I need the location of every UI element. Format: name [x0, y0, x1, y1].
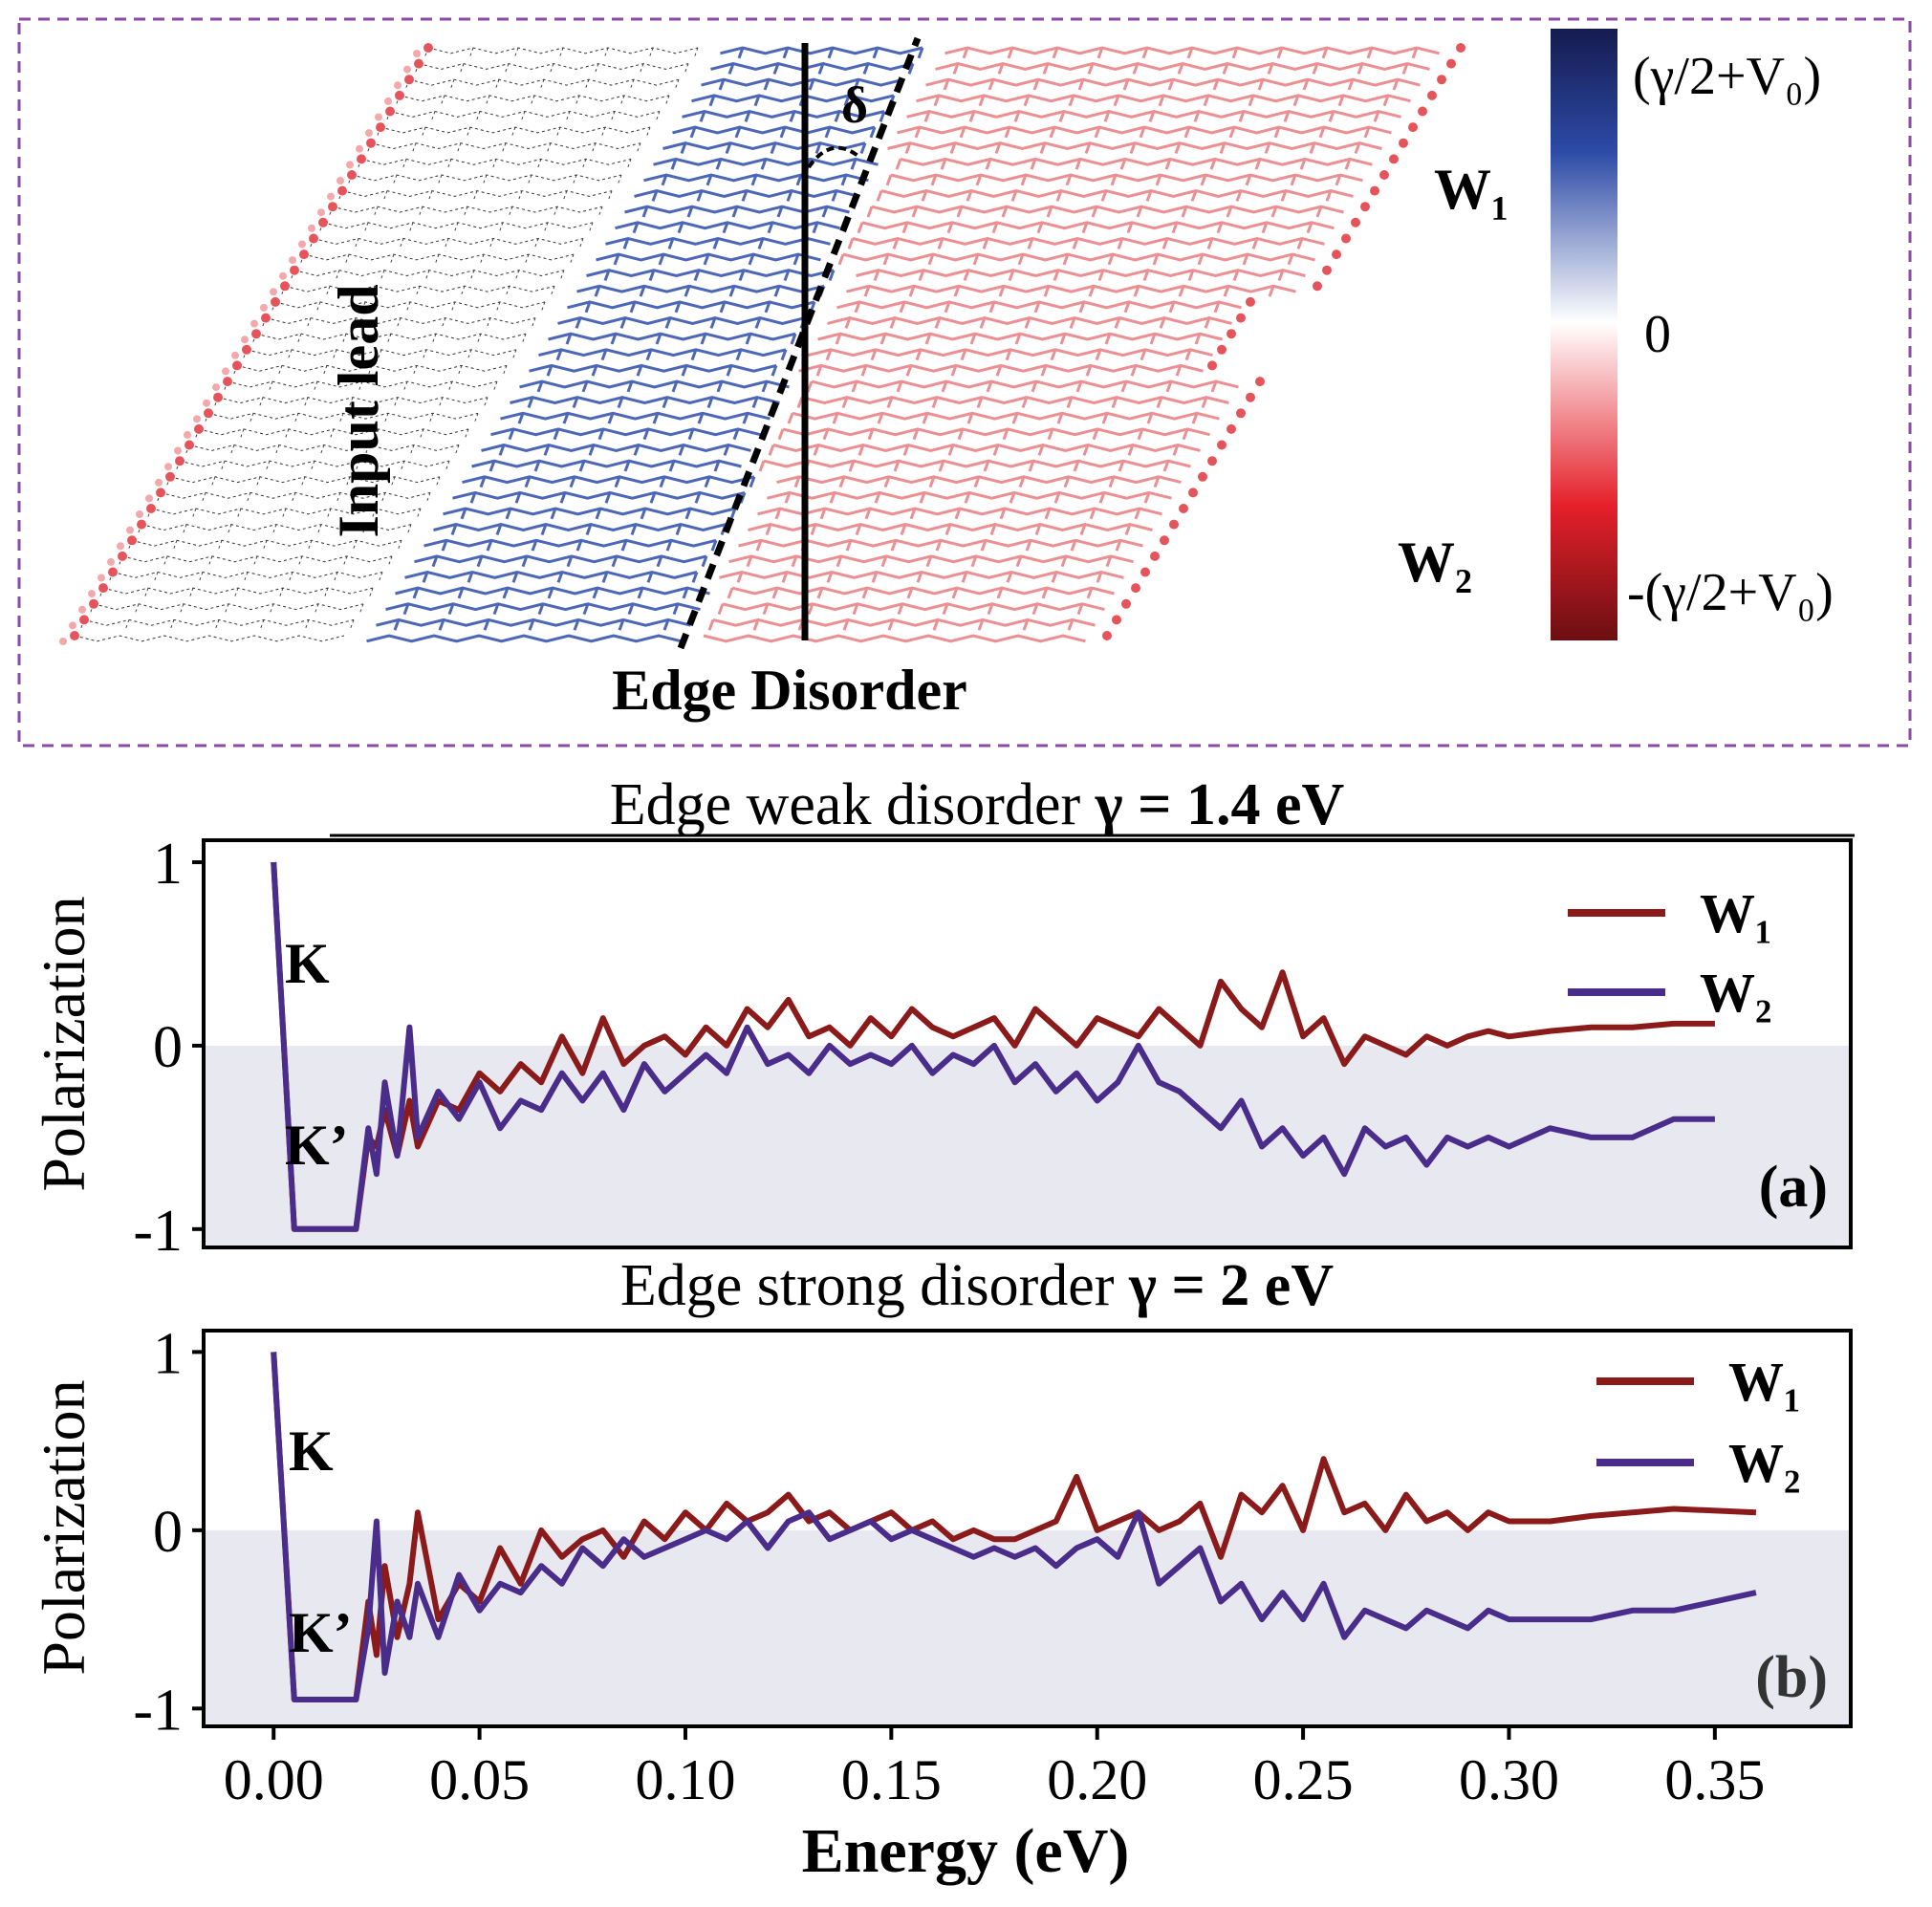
chart-b-strong-disorder: Edge strong disorder γ = 2 eV 10-1 0.00 0…: [30, 1253, 1853, 1886]
chart-a-title: Edge weak disorder γ = 1.4 eV: [610, 772, 1345, 837]
chart-b-panel-label: (b): [1755, 1645, 1828, 1710]
chart-b-title-bold: γ = 2 eV: [1128, 1253, 1334, 1318]
chart-b-legend-w1-label: W₁: [1728, 1351, 1800, 1413]
chart-b-title: Edge strong disorder γ = 2 eV: [620, 1253, 1334, 1318]
x-tick-label-5: 0.25: [1253, 1748, 1354, 1811]
chart-b-ytick-label-1: 0: [153, 1500, 183, 1565]
chart-a-valley-kprime: K’: [285, 1114, 349, 1177]
input-lead-label: Input lead: [327, 284, 390, 537]
colorbar-mid-label: 0: [1644, 305, 1671, 364]
x-tick-label-6: 0.30: [1459, 1748, 1559, 1811]
chart-b-ytick-label-0: 1: [153, 1321, 183, 1386]
chart-b-valley-k: K: [289, 1419, 334, 1483]
chart-a-y-axis: 1 0 -1: [133, 832, 204, 1264]
chart-b-ytick-label-2: -1: [133, 1678, 183, 1743]
chart-a-weak-disorder: Edge weak disorder γ = 1.4 eV 1 0 -1 Polar…: [30, 772, 1855, 1264]
x-tick-label-0: 0.00: [224, 1748, 324, 1811]
chart-a-series-w2: [271, 861, 1715, 1232]
chart-b-y-axis: 1 0 -1: [133, 1321, 204, 1743]
chart-a-panel-label: (a): [1759, 1155, 1828, 1220]
x-tick-label-2: 0.10: [635, 1748, 735, 1811]
x-tick-label-7: 0.35: [1664, 1748, 1765, 1811]
colorbar-top-label: (γ/2+V₀): [1633, 47, 1821, 106]
colorbar-bottom-label: -(γ/2+V₀): [1627, 563, 1834, 622]
chart-b-series-w2: [271, 1352, 1757, 1702]
w1-region-label: W₁: [1434, 158, 1509, 221]
chart-b-frame: [202, 1329, 1853, 1728]
chart-a-legend-w1-label: W₁: [1700, 882, 1771, 944]
angle-label: δ: [841, 76, 868, 134]
chart-a-ytick-label-2: -1: [133, 1199, 183, 1264]
w2-region-label: W₂: [1398, 531, 1472, 594]
chart-a-valley-k: K: [285, 932, 330, 995]
chart-a-ytick-label-0: 1: [153, 832, 183, 897]
schematic-border: [17, 17, 1912, 748]
chart-b-negative-shading: [204, 1529, 1851, 1726]
chart-a-negative-shading: [204, 1045, 1851, 1247]
chart-b-x-axis: 0.00 0.05 0.10 0.15 0.20 0.25 0.30 0.35: [224, 1726, 1765, 1811]
x-axis-label: Energy (eV): [802, 1816, 1130, 1886]
chart-b-legend-w2-label: W₂: [1728, 1432, 1800, 1494]
chart-a-title-plain: Edge weak disorder: [610, 772, 1096, 837]
x-tick-label-3: 0.15: [841, 1748, 942, 1811]
angle-arc: [807, 145, 862, 169]
chart-b-ylabel: Polarization: [30, 1379, 98, 1675]
chart-a-title-bold: γ = 1.4 eV: [1095, 772, 1345, 837]
honeycomb-lattice: [59, 43, 1465, 645]
chart-a-frame: [202, 838, 1853, 1249]
chart-b-valley-kprime: K’: [289, 1601, 353, 1664]
schematic-panel: δ Input lead Edge Disorder W₁ W₂ (γ/2+V₀…: [17, 17, 1912, 748]
chart-a-legend-w2-label: W₂: [1700, 962, 1771, 1024]
chart-b-title-plain: Edge strong disorder: [620, 1253, 1129, 1318]
x-tick-label-4: 0.20: [1047, 1748, 1147, 1811]
chart-a-ylabel: Polarization: [30, 896, 98, 1191]
interface-dashed-line: [677, 36, 922, 650]
chart-a-ytick-label-1: 0: [153, 1015, 183, 1080]
x-tick-label-1: 0.05: [429, 1748, 530, 1811]
colorbar: [1551, 29, 1617, 640]
edge-disorder-label: Edge Disorder: [612, 659, 967, 722]
